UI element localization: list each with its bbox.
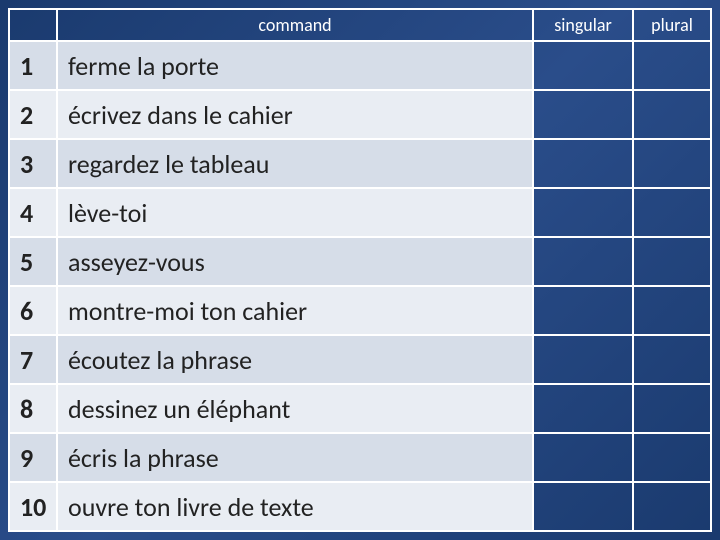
row-number: 1 <box>9 41 57 90</box>
row-command: écoutez la phrase <box>57 335 533 384</box>
row-singular-cell[interactable] <box>533 433 633 482</box>
row-singular-cell[interactable] <box>533 237 633 286</box>
header-singular: singular <box>533 9 633 41</box>
row-number: 5 <box>9 237 57 286</box>
table-header: command singular plural <box>9 9 711 41</box>
row-plural-cell[interactable] <box>633 188 711 237</box>
row-number: 6 <box>9 286 57 335</box>
worksheet-table-container: command singular plural 1ferme la porte2… <box>8 8 712 532</box>
row-plural-cell[interactable] <box>633 384 711 433</box>
table-row: 2écrivez dans le cahier <box>9 90 711 139</box>
table-row: 8dessinez un éléphant <box>9 384 711 433</box>
table-row: 10ouvre ton livre de texte <box>9 482 711 531</box>
table-row: 9écris la phrase <box>9 433 711 482</box>
row-plural-cell[interactable] <box>633 433 711 482</box>
row-command: dessinez un éléphant <box>57 384 533 433</box>
row-singular-cell[interactable] <box>533 139 633 188</box>
row-command: asseyez-vous <box>57 237 533 286</box>
row-number: 2 <box>9 90 57 139</box>
row-singular-cell[interactable] <box>533 188 633 237</box>
worksheet-table: command singular plural 1ferme la porte2… <box>8 8 712 532</box>
row-plural-cell[interactable] <box>633 482 711 531</box>
row-plural-cell[interactable] <box>633 286 711 335</box>
table-row: 6montre-moi ton cahier <box>9 286 711 335</box>
table-row: 3regardez le tableau <box>9 139 711 188</box>
row-singular-cell[interactable] <box>533 90 633 139</box>
row-plural-cell[interactable] <box>633 139 711 188</box>
row-singular-cell[interactable] <box>533 335 633 384</box>
row-plural-cell[interactable] <box>633 90 711 139</box>
row-singular-cell[interactable] <box>533 41 633 90</box>
row-singular-cell[interactable] <box>533 482 633 531</box>
row-number: 3 <box>9 139 57 188</box>
row-number: 7 <box>9 335 57 384</box>
table-body: 1ferme la porte2écrivez dans le cahier3r… <box>9 41 711 531</box>
row-singular-cell[interactable] <box>533 384 633 433</box>
header-number <box>9 9 57 41</box>
row-number: 4 <box>9 188 57 237</box>
row-plural-cell[interactable] <box>633 335 711 384</box>
table-row: 7écoutez la phrase <box>9 335 711 384</box>
row-command: ferme la porte <box>57 41 533 90</box>
row-command: montre-moi ton cahier <box>57 286 533 335</box>
row-command: écris la phrase <box>57 433 533 482</box>
row-command: regardez le tableau <box>57 139 533 188</box>
row-plural-cell[interactable] <box>633 41 711 90</box>
row-number: 8 <box>9 384 57 433</box>
row-singular-cell[interactable] <box>533 286 633 335</box>
row-number: 9 <box>9 433 57 482</box>
row-command: lève-toi <box>57 188 533 237</box>
table-row: 4lève-toi <box>9 188 711 237</box>
row-command: ouvre ton livre de texte <box>57 482 533 531</box>
table-row: 5asseyez-vous <box>9 237 711 286</box>
row-number: 10 <box>9 482 57 531</box>
header-plural: plural <box>633 9 711 41</box>
row-command: écrivez dans le cahier <box>57 90 533 139</box>
table-row: 1ferme la porte <box>9 41 711 90</box>
header-command: command <box>57 9 533 41</box>
row-plural-cell[interactable] <box>633 237 711 286</box>
